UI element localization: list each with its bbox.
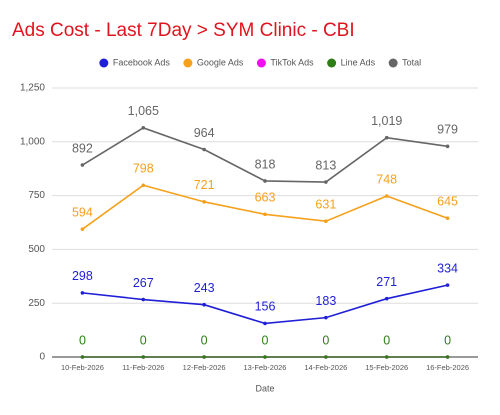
- plot: 298 267 243 156 183 271 334 594 798 721 663 631 748 6…: [72, 104, 458, 359]
- data-point: [263, 179, 267, 183]
- data-point: [80, 227, 85, 231]
- data-label: 663: [255, 191, 276, 205]
- x-tick-label: 12-Feb-2026: [183, 363, 226, 372]
- data-point: [202, 302, 206, 307]
- data-label: 0: [79, 333, 86, 347]
- x-tick-label: 10-Feb-2026: [61, 363, 104, 372]
- x-tick-label: 13-Feb-2026: [244, 363, 287, 372]
- data-point: [384, 194, 389, 198]
- legend-swatch: [327, 58, 337, 68]
- x-tick-label: 11-Feb-2026: [122, 363, 164, 372]
- data-point: [80, 291, 85, 295]
- x-tick-label: 15-Feb-2026: [365, 363, 408, 372]
- data-label: 818: [255, 157, 276, 171]
- data-point: [80, 163, 85, 167]
- legend-label: Total: [402, 57, 421, 67]
- y-tick-label: 1,250: [20, 83, 45, 94]
- legend-label: TikTok Ads: [270, 57, 314, 67]
- data-point: [445, 216, 450, 220]
- data-label: 721: [194, 178, 215, 192]
- data-point: [445, 283, 450, 287]
- legend-swatch: [388, 58, 398, 68]
- y-tick-label: 1,000: [20, 136, 45, 147]
- data-label: 892: [72, 141, 93, 155]
- data-point: [141, 355, 146, 359]
- x-axis-title: Date: [255, 383, 274, 393]
- y-tick-label: 500: [28, 244, 45, 255]
- data-point: [202, 355, 206, 359]
- data-point: [324, 219, 328, 224]
- y-tick-label: 250: [28, 298, 45, 309]
- data-point: [384, 355, 389, 359]
- data-label: 0: [322, 333, 329, 347]
- data-point: [324, 355, 328, 359]
- data-point: [202, 147, 206, 152]
- data-label: 748: [376, 172, 397, 186]
- data-label: 1,065: [128, 104, 159, 118]
- legend-swatch: [99, 58, 109, 68]
- data-point: [141, 126, 146, 130]
- legend-label: Line Ads: [341, 57, 376, 67]
- data-label: 594: [72, 205, 93, 219]
- data-label: 0: [201, 333, 208, 347]
- data-label: 243: [194, 281, 215, 295]
- grid: 0 250 500 750 1,000 1,250 10-Feb-2026 11-Feb-20…: [20, 83, 478, 372]
- data-label: 645: [437, 194, 458, 208]
- data-point: [202, 200, 206, 204]
- data-label: 0: [262, 333, 269, 347]
- data-point: [263, 355, 267, 359]
- data-point: [445, 144, 450, 149]
- data-label: 813: [315, 158, 336, 172]
- data-label: 979: [437, 123, 458, 137]
- legend-label: Google Ads: [197, 57, 244, 67]
- data-label: 964: [194, 126, 215, 140]
- data-point: [445, 355, 450, 359]
- data-point: [80, 355, 85, 359]
- data-label: 1,019: [371, 114, 402, 128]
- data-point: [263, 321, 267, 326]
- data-point: [141, 297, 146, 302]
- data-label: 631: [315, 198, 336, 212]
- chart-title: Ads Cost - Last 7Day > SYM Clinic - CBI: [12, 20, 355, 41]
- legend: Facebook Ads Google Ads TikTok Ads Line Ads…: [99, 57, 421, 68]
- data-point: [324, 180, 328, 184]
- y-tick-label: 0: [39, 352, 45, 363]
- legend-item: Google Ads: [183, 57, 244, 68]
- data-point: [384, 135, 389, 140]
- legend-item: TikTok Ads: [256, 57, 314, 68]
- data-label: 0: [140, 333, 147, 347]
- data-point: [141, 183, 146, 188]
- legend-swatch: [183, 58, 193, 68]
- legend-item: Total: [388, 57, 421, 68]
- data-label: 0: [383, 333, 390, 347]
- x-tick-label: 14-Feb-2026: [304, 363, 347, 372]
- data-label: 798: [133, 162, 154, 176]
- data-label: 271: [376, 275, 397, 289]
- data-label: 267: [133, 276, 154, 290]
- legend-swatch: [256, 58, 266, 68]
- x-tick-label: 16-Feb-2026: [426, 363, 469, 372]
- data-label: 156: [255, 300, 276, 314]
- data-label: 183: [315, 294, 336, 308]
- data-point: [324, 315, 328, 320]
- data-point: [384, 296, 389, 301]
- data-label: 334: [437, 261, 458, 275]
- legend-item: Facebook Ads: [99, 57, 171, 68]
- data-label: 0: [444, 333, 451, 347]
- data-label: 298: [72, 269, 93, 283]
- y-tick-label: 750: [28, 190, 45, 201]
- legend-label: Facebook Ads: [113, 57, 171, 67]
- data-point: [263, 212, 267, 217]
- legend-item: Line Ads: [327, 57, 376, 68]
